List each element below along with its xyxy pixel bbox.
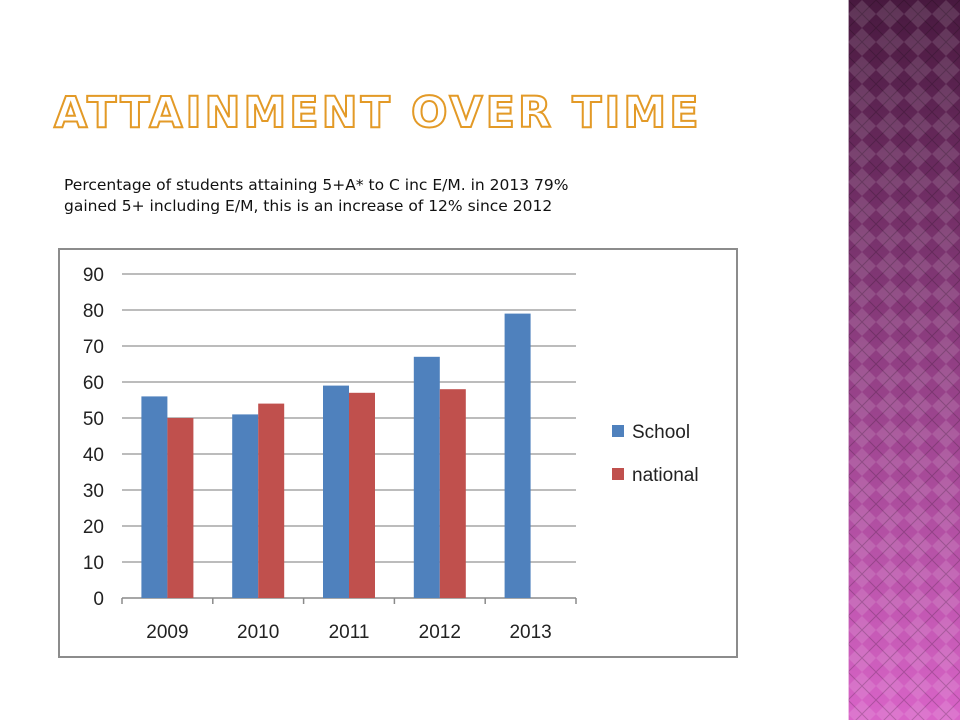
x-tick-label: 2010 (237, 622, 279, 643)
chart-frame: 0 10 20 30 40 50 60 70 80 90 2009 2010 2011 2012 2013 S… (58, 248, 738, 658)
y-tick-label: 0 (93, 589, 104, 610)
x-tick-label: 2013 (509, 622, 551, 643)
bar-school-2011 (323, 385, 349, 598)
x-tick-label: 2012 (419, 622, 461, 643)
bar-school-2009 (141, 396, 168, 598)
legend-swatch-school (612, 425, 624, 437)
y-tick-label: 90 (83, 265, 104, 286)
bar-national-2011 (349, 392, 375, 598)
y-tick-label: 20 (83, 517, 104, 538)
bar-national-2012 (439, 389, 466, 598)
bar-school-2010 (232, 414, 259, 598)
bar-national-2010 (258, 403, 285, 598)
y-tick-label: 10 (83, 553, 104, 574)
legend-swatch-national (612, 468, 624, 480)
y-tick-label: 80 (83, 301, 104, 322)
y-tick-label: 60 (83, 373, 104, 394)
bar-school-2013 (504, 313, 531, 598)
y-tick-label: 40 (83, 445, 104, 466)
y-tick-label: 50 (83, 409, 104, 430)
slide-description: Percentage of students attaining 5+A* to… (64, 175, 764, 217)
decorative-argyle-band (848, 0, 960, 720)
description-line-1: Percentage of students attaining 5+A* to… (64, 176, 569, 194)
x-tick-label: 2009 (146, 622, 188, 643)
description-line-2: gained 5+ including E/M, this is an incr… (64, 197, 553, 215)
y-tick-label: 30 (83, 481, 104, 502)
bar-chart: 0 10 20 30 40 50 60 70 80 90 2009 2010 2011 2012 2013 S… (83, 265, 699, 643)
x-tick-label: 2011 (329, 622, 370, 643)
legend-label-school: School (632, 422, 690, 443)
bar-school-2012 (413, 356, 440, 598)
y-tick-label: 70 (83, 337, 104, 358)
bar-national-2009 (167, 418, 194, 598)
slide-title: Attainment over time (53, 88, 702, 138)
legend-label-national: national (632, 465, 699, 486)
